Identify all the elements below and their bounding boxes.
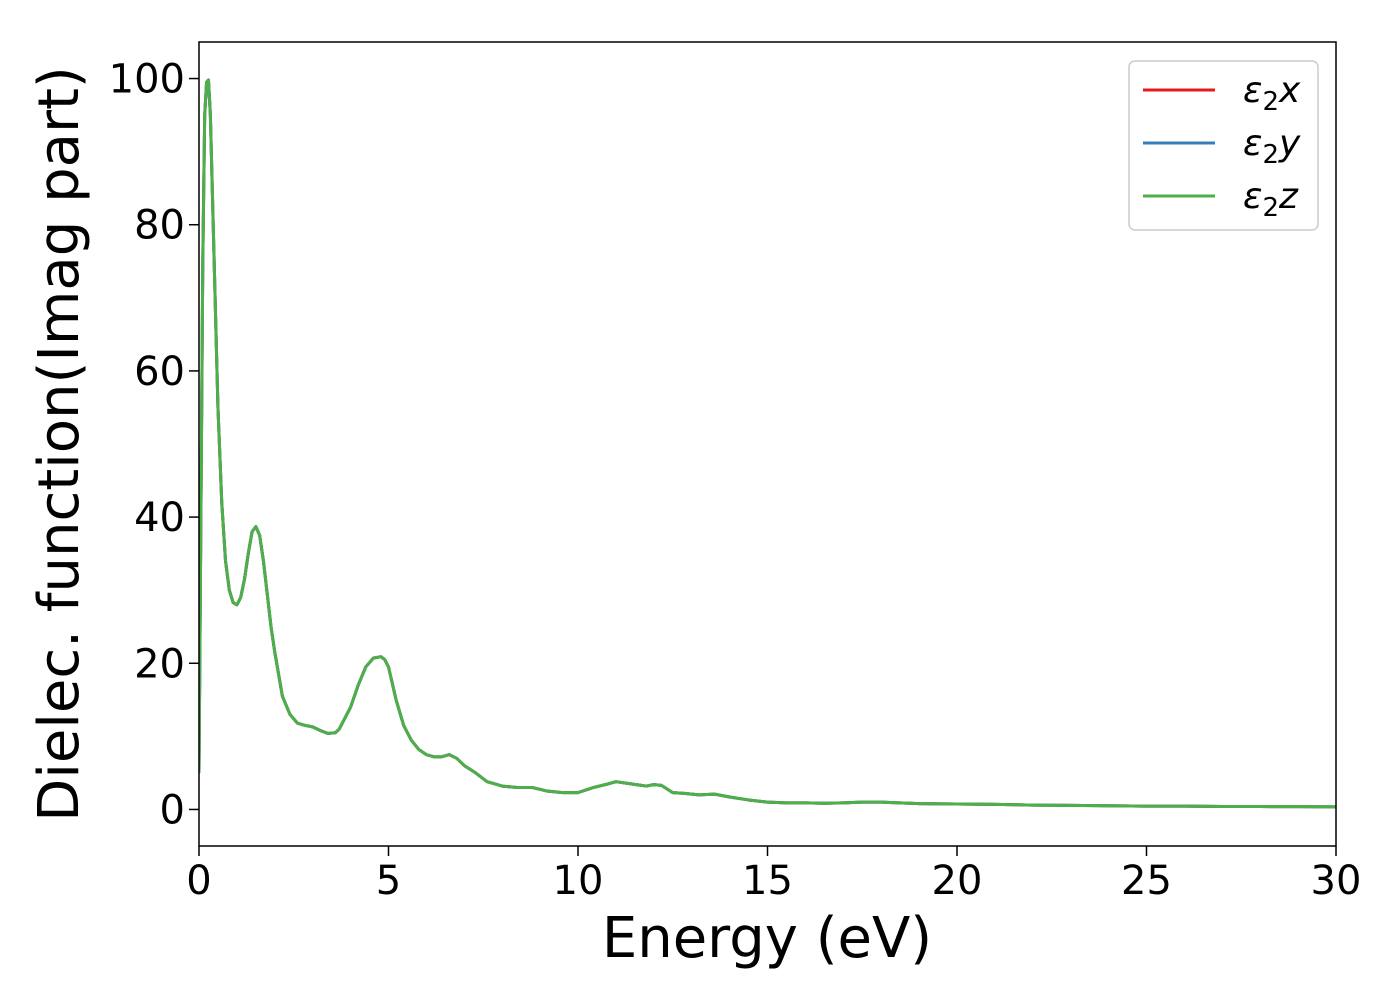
x-tick-label: 30 [1311, 858, 1362, 904]
y-tick-label: 60 [134, 349, 185, 395]
y-tick-label: 40 [134, 495, 185, 541]
x-tick-label: 10 [553, 858, 604, 904]
y-tick-label: 0 [160, 787, 185, 833]
y-tick-label: 20 [134, 641, 185, 687]
legend-label-z: ε2z [1243, 176, 1299, 223]
x-tick-label: 15 [742, 858, 793, 904]
y-tick-label: 100 [109, 57, 185, 103]
y-tick-label: 80 [134, 203, 185, 249]
y-axis-ticks: 0 20 40 60 80 100 [109, 57, 199, 833]
legend-label-x: ε2x [1243, 70, 1301, 117]
x-tick-label: 5 [376, 858, 401, 904]
legend-box [1128, 60, 1319, 231]
legend-label-y: ε2y [1243, 123, 1301, 170]
x-tick-label: 20 [932, 858, 983, 904]
series-line-z [199, 78, 1336, 809]
x-axis-label: Energy (eV) [602, 906, 932, 971]
x-tick-label: 25 [1121, 858, 1172, 904]
y-axis-label: Dielec. function(Imag part) [27, 66, 92, 822]
plot-layer [199, 78, 1336, 809]
x-axis-ticks: 0 5 10 15 20 25 30 [186, 846, 1361, 904]
legend: ε2x ε2y ε2z [1128, 60, 1319, 231]
x-tick-label: 0 [186, 858, 211, 904]
